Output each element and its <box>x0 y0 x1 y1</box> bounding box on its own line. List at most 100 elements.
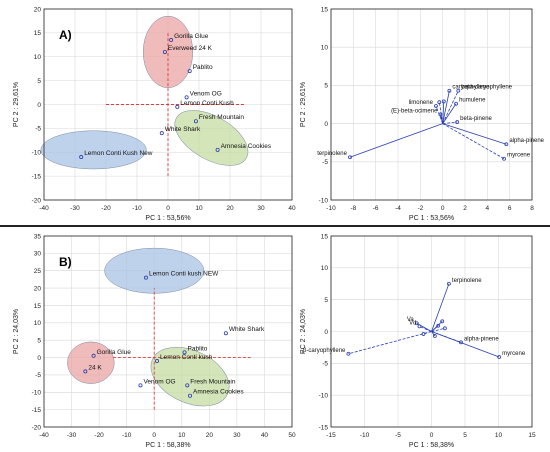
x-tick-label: -6 <box>373 205 379 212</box>
y-tick-label: -20 <box>32 424 42 431</box>
data-point <box>432 334 437 338</box>
data-point <box>175 104 180 109</box>
data-point <box>348 155 352 160</box>
data-point <box>417 324 422 329</box>
point-label: Lemon Conti kush NEW <box>149 271 219 278</box>
y-tick-label: 15 <box>321 6 329 13</box>
chart-b-loadings: -15 -10 -5 0 5 10 15 -15 -10 -5 0 5 10 15 terpinolene β… <box>300 233 536 449</box>
vector-label: beta-pinene <box>460 116 492 122</box>
x-tick-label: 30 <box>257 205 265 212</box>
y-tick-label: 10 <box>321 265 329 272</box>
vector-label: alpha-pinene <box>509 138 544 144</box>
y-axis-label: PC 2 : 29,61% <box>300 82 307 127</box>
x-tick-label: -5 <box>395 432 401 439</box>
vector-label: terpinolene <box>317 151 347 157</box>
cluster-ellipse <box>40 130 147 170</box>
point-label: Gorilla Glue <box>174 33 209 40</box>
x-tick-label: 0 <box>152 432 156 439</box>
data-point <box>438 112 443 117</box>
y-tick-label: 5 <box>324 297 328 304</box>
point-label: Fresh Mountain <box>199 114 245 121</box>
plot-frame <box>43 8 293 201</box>
loading-vector <box>442 103 457 124</box>
x-tick-label: 10 <box>178 432 186 439</box>
y-tick-label: 0 <box>324 329 328 336</box>
loading-vector <box>431 331 500 358</box>
point-label: White Shark <box>165 126 201 133</box>
data-point <box>414 321 419 326</box>
y-tick-label: 15 <box>34 303 42 310</box>
cluster-ellipse <box>142 15 194 89</box>
data-point <box>440 319 445 324</box>
y-tick-label: 5 <box>37 78 41 85</box>
vector-label: (E)-beta-ocimene <box>391 108 438 114</box>
y-tick-label: 20 <box>34 6 42 13</box>
vector-label: Vd <box>409 320 416 326</box>
x-axis-label: PC 1 : 53,56% <box>409 215 454 222</box>
x-tick-label: 30 <box>233 432 241 439</box>
y-axis-label: PC 2 : 24,03% <box>300 309 307 354</box>
y-tick-label: 10 <box>34 54 42 61</box>
x-tick-label: -4 <box>395 205 401 212</box>
cluster-ellipse <box>67 341 115 384</box>
point-label: Venom OG <box>143 378 175 385</box>
y-tick-label: 15 <box>321 233 329 240</box>
loading-vector <box>419 326 432 332</box>
x-tick-label: 4 <box>486 205 490 212</box>
y-tick-label: 30 <box>34 251 42 258</box>
data-point <box>447 88 452 93</box>
vector-label: β-caryophyllene <box>303 348 346 354</box>
data-point <box>169 38 174 43</box>
x-tick-label: -8 <box>350 205 356 212</box>
y-tick-label: 20 <box>34 285 42 292</box>
y-tick-label: -15 <box>32 407 42 414</box>
point-label: Everweed 24 K <box>168 45 213 52</box>
point-label: Fresh Mountain <box>190 378 236 385</box>
loading-vector <box>431 331 462 343</box>
data-point <box>346 351 351 356</box>
point-label: 24 K <box>88 364 102 371</box>
x-tick-label: 0 <box>441 205 445 212</box>
y-axis-label: PC 2 : 24,03% <box>13 309 20 354</box>
data-point <box>91 353 96 358</box>
x-tick-label: -2 <box>417 205 423 212</box>
y-tick-label: -5 <box>35 372 41 379</box>
data-point <box>143 275 148 280</box>
x-tick-label: -15 <box>326 432 336 439</box>
vector-label: myrcene <box>507 153 531 159</box>
data-point <box>188 393 193 398</box>
data-point <box>79 155 84 160</box>
y-tick-label: 0 <box>37 355 41 362</box>
x-tick-label: 40 <box>261 432 269 439</box>
loading-vector <box>442 90 450 124</box>
x-tick-label: 10 <box>195 205 203 212</box>
loading-vector <box>431 283 450 332</box>
chart-a-loadings: -10 -8 -6 -4 -2 0 2 4 6 8 -10 -5 0 5 10 15 terpinolene my… <box>300 6 545 222</box>
chart-a-scores: -40 -30 -20 -10 0 10 20 30 40 -20 -15 -10 -5 0 5 10 15 20… <box>13 6 296 222</box>
data-point <box>162 49 167 54</box>
data-point <box>159 131 164 136</box>
x-tick-label: 0 <box>166 205 170 212</box>
loading-vector <box>431 331 436 337</box>
plot-frame <box>330 8 533 201</box>
data-point <box>138 383 143 388</box>
vector-label: caryophyllene <box>452 85 490 91</box>
loading-vector <box>442 90 459 124</box>
y-tick-label: -15 <box>32 173 42 180</box>
y-tick-label: -10 <box>32 150 42 157</box>
y-tick-label: -20 <box>32 197 42 204</box>
loading-vector <box>431 321 443 332</box>
data-point <box>182 350 187 355</box>
data-point <box>504 142 509 147</box>
data-point <box>442 326 447 331</box>
x-tick-label: 6 <box>508 205 512 212</box>
x-tick-label: 10 <box>495 432 503 439</box>
vector-label: alpha-pinene <box>464 336 499 342</box>
data-point <box>436 323 441 328</box>
x-tick-label: 0 <box>430 432 434 439</box>
point-label: Amnesia Cookies <box>193 389 244 396</box>
y-tick-label: 15 <box>34 30 42 37</box>
x-tick-label: 40 <box>288 205 296 212</box>
data-point <box>456 88 461 93</box>
point-label: White Shark <box>229 326 265 333</box>
